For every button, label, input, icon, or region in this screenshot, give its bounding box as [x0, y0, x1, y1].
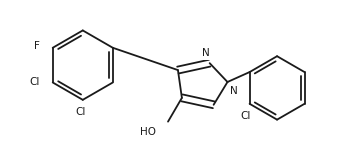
Text: Cl: Cl — [240, 111, 251, 121]
Text: HO: HO — [140, 127, 156, 136]
Text: F: F — [34, 41, 40, 51]
Text: Cl: Cl — [30, 77, 40, 88]
Text: Cl: Cl — [75, 107, 86, 117]
Text: N: N — [230, 86, 237, 96]
Text: N: N — [202, 48, 209, 58]
